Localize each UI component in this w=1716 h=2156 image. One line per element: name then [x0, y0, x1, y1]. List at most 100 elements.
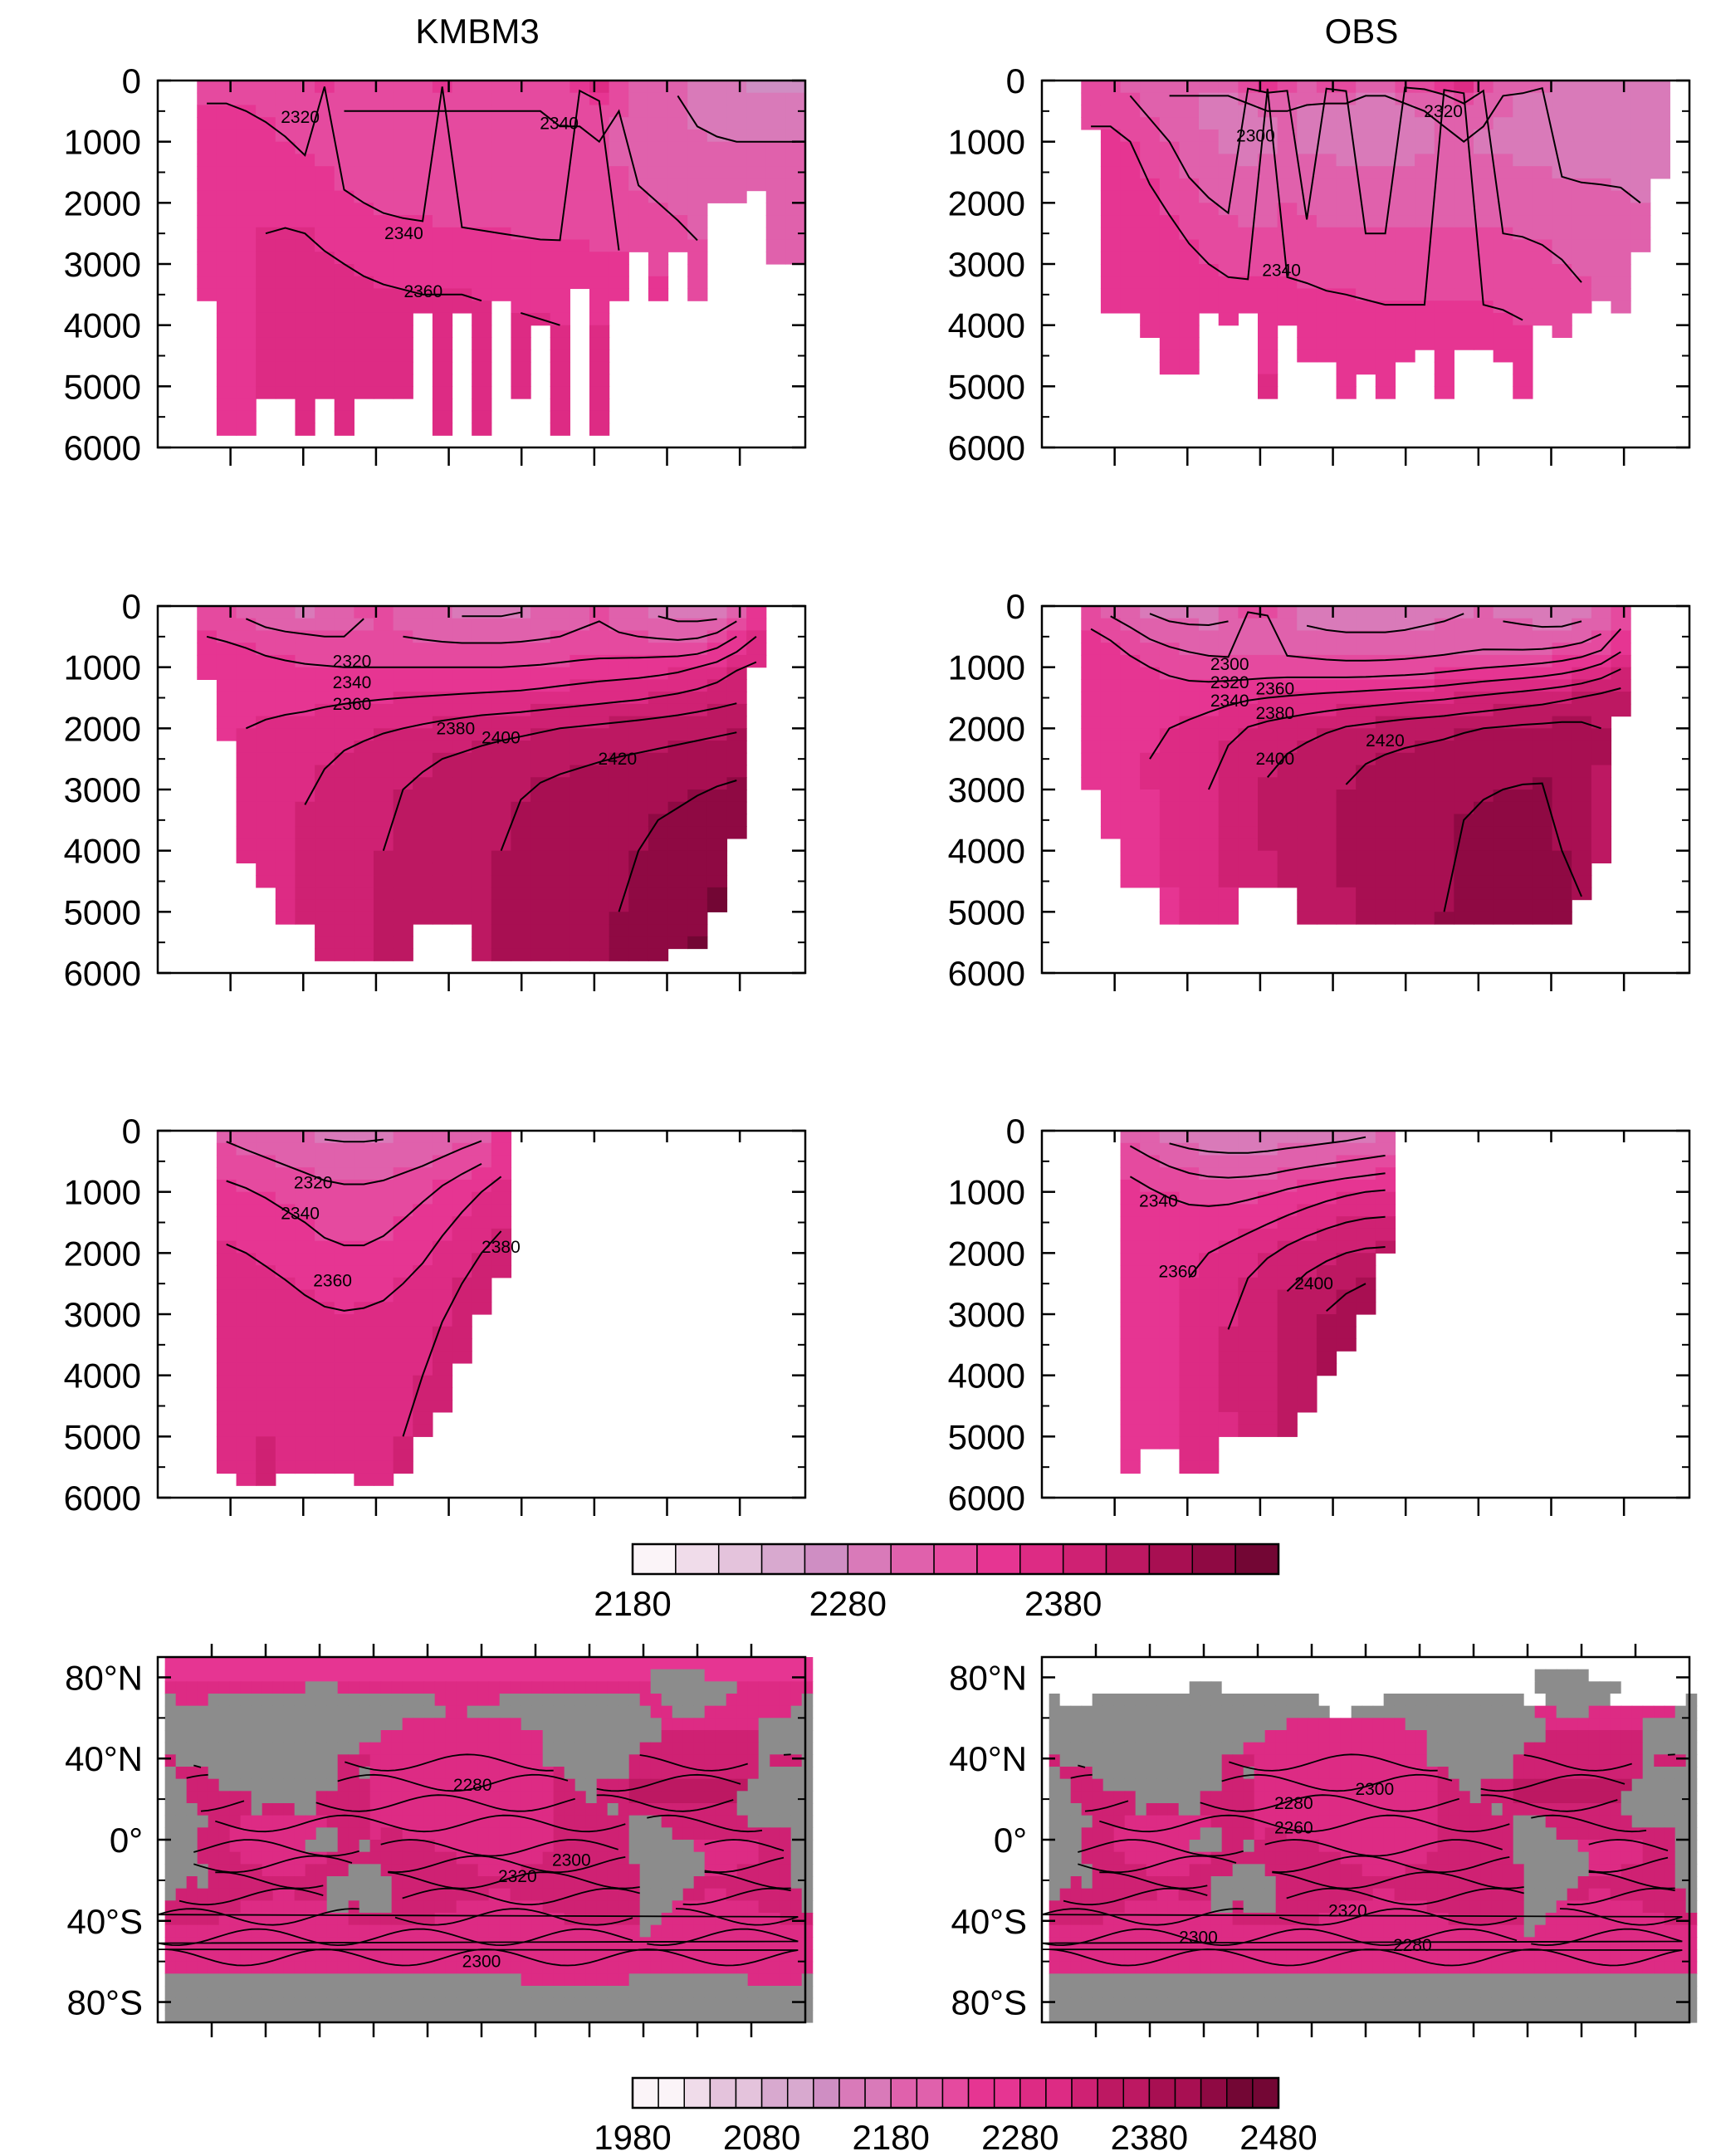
- section-cell: [511, 374, 531, 387]
- ocean-cell: [769, 1900, 781, 1914]
- section-cell: [295, 1228, 315, 1242]
- section-cell: [1120, 227, 1141, 241]
- ocean-cell: [769, 1888, 781, 1901]
- section-cell: [1199, 1400, 1220, 1413]
- section-cell: [1159, 826, 1181, 839]
- ocean-cell: [650, 1791, 662, 1804]
- section-cell: [472, 410, 492, 424]
- section-cell: [785, 154, 806, 167]
- section-cell: [1513, 92, 1533, 106]
- section-cell: [609, 875, 629, 888]
- section-cell: [550, 606, 570, 619]
- ocean-cell: [456, 1730, 468, 1743]
- section-cell: [550, 215, 570, 228]
- section-cell: [236, 1436, 257, 1450]
- land-cell: [413, 1705, 425, 1718]
- section-cell: [511, 765, 531, 778]
- section-cell: [256, 1155, 276, 1168]
- ocean-cell: [510, 1669, 522, 1682]
- section-cell: [589, 264, 610, 277]
- land-cell: [164, 1778, 177, 1792]
- section-cell: [1532, 801, 1553, 815]
- section-cell: [491, 875, 512, 888]
- section-cell: [1513, 667, 1533, 680]
- section-cell: [570, 654, 590, 668]
- section-cell: [334, 325, 354, 338]
- section-cell: [1395, 276, 1415, 290]
- section-cell: [1258, 166, 1278, 179]
- section-cell: [1316, 765, 1337, 778]
- section-cell: [275, 1387, 296, 1401]
- section-cell: [785, 141, 806, 154]
- section-cell: [511, 129, 531, 143]
- section-cell: [334, 912, 354, 925]
- ocean-cell: [186, 1657, 198, 1670]
- section-cell: [1493, 912, 1513, 925]
- section-cell: [1159, 1387, 1181, 1401]
- section-cell: [491, 81, 512, 94]
- section-cell: [726, 606, 747, 619]
- ocean-cell: [531, 1730, 544, 1743]
- section-cell: [295, 252, 315, 265]
- land-cell: [305, 1754, 317, 1767]
- contour-label: 2400: [482, 728, 521, 747]
- section-cell: [1611, 252, 1631, 265]
- land-cell: [326, 1827, 339, 1841]
- section-cell: [1159, 252, 1181, 265]
- section-cell: [1532, 215, 1553, 228]
- section-cell: [1591, 838, 1612, 852]
- section-cell: [1356, 166, 1376, 179]
- land-cell: [164, 1864, 177, 1877]
- land-cell: [596, 1730, 609, 1743]
- section-cell: [1100, 752, 1122, 766]
- section-cell: [1356, 618, 1376, 632]
- section-cell: [785, 92, 806, 106]
- section-cell: [667, 875, 688, 888]
- section-cell: [1159, 643, 1181, 656]
- section-cell: [452, 741, 472, 754]
- y-tick-label: 4000: [64, 832, 141, 871]
- ocean-cell: [790, 1694, 803, 1707]
- ocean-cell: [585, 1681, 598, 1694]
- section-cell: [295, 1314, 315, 1327]
- section-cell: [648, 227, 669, 241]
- section-cell: [1356, 899, 1376, 912]
- section-cell: [1258, 1240, 1278, 1254]
- section-cell: [236, 1473, 257, 1486]
- section-cell: [1415, 826, 1435, 839]
- section-cell: [667, 166, 688, 179]
- ocean-cell: [521, 1876, 533, 1890]
- land-cell: [801, 1803, 814, 1816]
- section-cell: [1572, 190, 1592, 203]
- section-cell: [687, 264, 708, 277]
- section-cell: [706, 814, 728, 827]
- section-cell: [530, 252, 551, 265]
- section-cell: [765, 92, 786, 106]
- section-cell: [315, 1216, 335, 1230]
- section-cell: [413, 679, 433, 692]
- section-cell: [1159, 203, 1181, 216]
- section-cell: [1277, 703, 1298, 717]
- section-cell: [413, 826, 433, 839]
- section-cell: [256, 337, 276, 350]
- section-cell: [1199, 105, 1220, 118]
- section-cell: [256, 166, 276, 179]
- section-cell: [236, 765, 257, 778]
- section-cell: [295, 1338, 315, 1352]
- section-cell: [1277, 1265, 1298, 1278]
- section-cell: [354, 1362, 374, 1376]
- section-cell: [295, 814, 315, 827]
- section-cell: [472, 325, 492, 338]
- section-cell: [432, 398, 453, 412]
- section-cell: [1611, 190, 1631, 203]
- section-cell: [1258, 1179, 1278, 1193]
- section-cell: [491, 129, 512, 143]
- section-cell: [275, 350, 296, 363]
- land-cell: [639, 1851, 652, 1865]
- land-cell: [262, 1754, 274, 1767]
- ocean-cell: [747, 1730, 760, 1743]
- section-cell: [609, 227, 629, 241]
- section-cell: [1100, 790, 1122, 803]
- section-cell: [1100, 154, 1122, 167]
- section-cell: [432, 606, 453, 619]
